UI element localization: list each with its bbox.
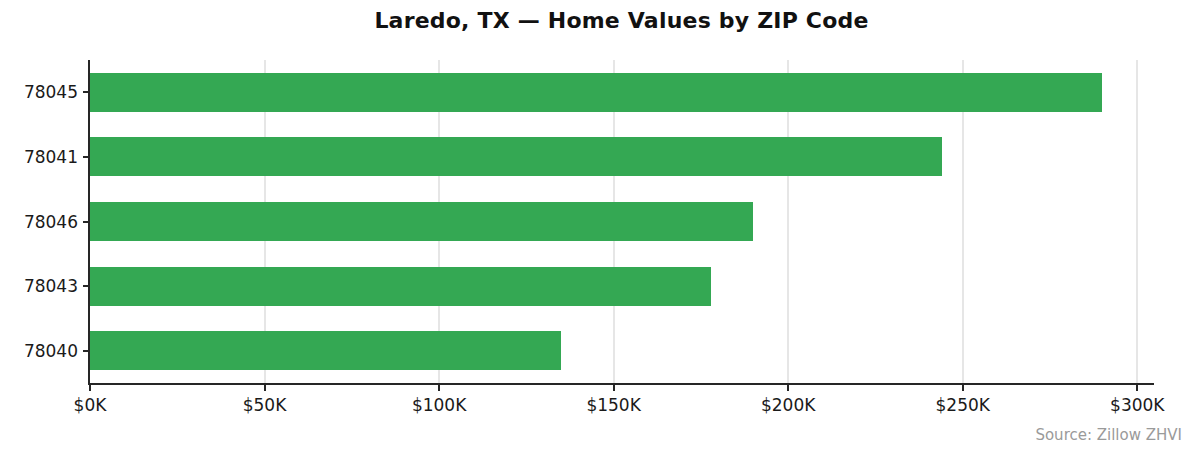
- x-tick-0: [89, 385, 91, 391]
- bar-78046: [90, 202, 753, 241]
- y-tick-label-78040: 78040: [0, 341, 78, 361]
- x-tick-200: [787, 385, 789, 391]
- y-axis-spine: [88, 60, 90, 385]
- source-caption: Source: Zillow ZHVI: [1035, 426, 1182, 444]
- x-tick-label-250: $250K: [903, 395, 1023, 415]
- y-tick-label-78045: 78045: [0, 82, 78, 102]
- x-tick-label-50: $50K: [205, 395, 325, 415]
- plot-area: [90, 60, 1153, 383]
- y-tick-label-78043: 78043: [0, 276, 78, 296]
- y-tick-label-78046: 78046: [0, 212, 78, 232]
- chart-title: Laredo, TX — Home Values by ZIP Code: [90, 8, 1153, 33]
- x-tick-label-100: $100K: [379, 395, 499, 415]
- x-tick-label-200: $200K: [728, 395, 848, 415]
- bar-chart-figure: Laredo, TX — Home Values by ZIP Code 780…: [0, 0, 1195, 455]
- bar-78045: [90, 73, 1102, 112]
- y-tick-label-78041: 78041: [0, 147, 78, 167]
- x-tick-300: [1136, 385, 1138, 391]
- x-tick-50: [264, 385, 266, 391]
- x-tick-label-150: $150K: [554, 395, 674, 415]
- x-axis-spine: [88, 383, 1154, 385]
- gridline-300: [1136, 60, 1138, 383]
- bar-78040: [90, 331, 561, 370]
- x-tick-100: [438, 385, 440, 391]
- x-tick-150: [613, 385, 615, 391]
- x-tick-label-0: $0K: [30, 395, 150, 415]
- x-tick-250: [962, 385, 964, 391]
- bar-78043: [90, 267, 711, 306]
- x-tick-label-300: $300K: [1077, 395, 1195, 415]
- bar-78041: [90, 137, 942, 176]
